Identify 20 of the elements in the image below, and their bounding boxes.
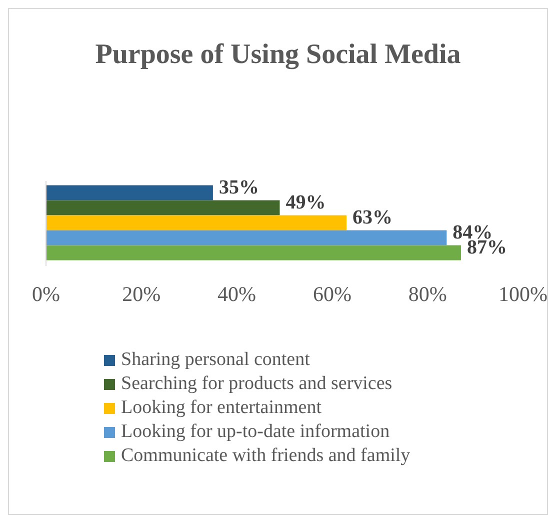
x-tick-label: 20% [122, 282, 161, 306]
legend-label: Communicate with friends and family [121, 445, 410, 467]
chart-title: Purpose of Using Social Media [94, 38, 462, 71]
bar [46, 230, 447, 246]
bar [46, 245, 461, 260]
data-label: 35% [218, 176, 259, 198]
bar [46, 215, 347, 230]
legend-label: Looking for entertainment [121, 397, 322, 419]
legend-label: Sharing personal content [121, 349, 310, 371]
data-label: 63% [352, 206, 393, 228]
legend-label: Looking for up-to-date information [121, 421, 390, 443]
x-tick-label: 100% [498, 282, 548, 306]
x-tick-label: 80% [408, 282, 447, 306]
x-tick-label: 60% [312, 282, 352, 306]
legend-label: Searching for products and services [121, 373, 392, 395]
bar [46, 200, 280, 216]
x-tick-label: 40% [218, 282, 256, 306]
x-tick-label: 0% [32, 282, 60, 306]
data-label: 49% [286, 191, 326, 214]
bar [46, 185, 213, 200]
